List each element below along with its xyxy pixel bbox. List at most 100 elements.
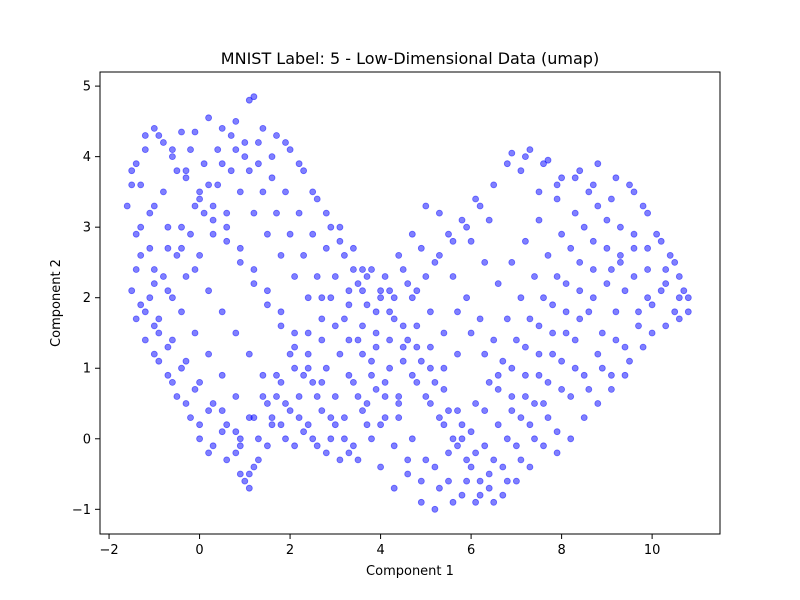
data-point: [254, 435, 262, 443]
data-point: [675, 294, 683, 302]
data-point: [277, 378, 285, 386]
data-point: [223, 223, 231, 231]
data-point: [368, 266, 375, 273]
data-point: [313, 195, 321, 203]
data-point: [214, 146, 222, 154]
data-point: [435, 251, 443, 259]
data-point: [304, 364, 312, 372]
data-point: [259, 371, 267, 379]
data-point: [191, 329, 199, 337]
data-point: [268, 421, 276, 429]
data-point: [223, 209, 231, 217]
data-point: [150, 124, 158, 132]
data-point: [141, 146, 149, 154]
data-point: [549, 329, 556, 337]
data-point: [128, 181, 136, 189]
data-point: [268, 414, 276, 422]
x-axis: −2 0 2 4 6 8 10: [99, 534, 660, 558]
data-point: [214, 181, 222, 189]
data-point: [327, 435, 335, 443]
data-point: [223, 456, 231, 464]
data-point: [372, 308, 380, 316]
data-point: [522, 371, 529, 379]
data-point: [241, 477, 249, 485]
data-point: [476, 315, 484, 323]
data-point: [368, 435, 375, 443]
data-point: [404, 336, 412, 344]
data-point: [295, 393, 303, 400]
data-point: [354, 280, 362, 288]
data-point: [422, 273, 430, 280]
data-point: [168, 294, 176, 302]
data-point: [454, 442, 461, 450]
data-point: [336, 237, 344, 245]
data-point: [218, 124, 226, 132]
data-point: [508, 149, 516, 157]
data-point: [404, 470, 412, 478]
data-point: [422, 456, 430, 464]
data-point: [472, 195, 480, 203]
data-point: [617, 223, 624, 231]
data-point: [526, 463, 534, 471]
data-point: [354, 456, 362, 464]
data-point: [313, 393, 321, 400]
data-point: [245, 350, 253, 358]
data-point: [318, 407, 326, 415]
data-point: [381, 273, 389, 280]
data-point: [218, 308, 226, 316]
data-point: [431, 378, 439, 386]
data-point: [354, 393, 362, 400]
data-point: [345, 301, 353, 309]
data-point: [395, 400, 403, 407]
data-point: [173, 251, 181, 259]
data-point: [132, 315, 140, 323]
y-axis: −1 0 1 2 3 4 5: [72, 80, 100, 518]
data-point: [150, 322, 158, 330]
data-point: [562, 329, 570, 337]
data-point: [431, 463, 439, 471]
data-point: [657, 237, 665, 245]
data-point: [322, 209, 330, 217]
data-point: [408, 371, 416, 379]
data-point: [449, 237, 457, 245]
data-points: [123, 93, 692, 513]
data-point: [291, 273, 299, 280]
data-point: [472, 400, 480, 407]
data-point: [526, 146, 534, 154]
data-point: [236, 258, 244, 266]
data-point: [259, 393, 267, 400]
data-point: [390, 442, 398, 450]
data-point: [182, 357, 190, 365]
data-point: [236, 442, 244, 450]
data-point: [630, 244, 638, 252]
data-point: [517, 414, 525, 422]
data-point: [576, 315, 584, 323]
data-point: [340, 414, 348, 422]
data-point: [300, 167, 308, 175]
data-point: [422, 393, 430, 400]
data-point: [359, 350, 366, 358]
data-point: [522, 237, 529, 245]
data-point: [263, 400, 271, 407]
data-point: [386, 364, 394, 372]
data-point: [413, 322, 421, 330]
data-point: [413, 287, 421, 295]
data-point: [535, 188, 543, 196]
data-point: [467, 428, 475, 436]
data-point: [553, 273, 561, 280]
data-point: [648, 301, 656, 309]
data-point: [291, 329, 299, 337]
data-point: [440, 364, 448, 372]
data-point: [313, 273, 321, 280]
data-point: [368, 357, 375, 365]
data-point: [485, 470, 493, 478]
data-point: [336, 456, 344, 464]
data-point: [232, 393, 240, 400]
data-point: [191, 385, 199, 393]
data-point: [137, 301, 145, 309]
data-point: [345, 336, 353, 344]
data-point: [503, 315, 511, 323]
data-point: [263, 442, 271, 450]
data-point: [345, 287, 353, 295]
